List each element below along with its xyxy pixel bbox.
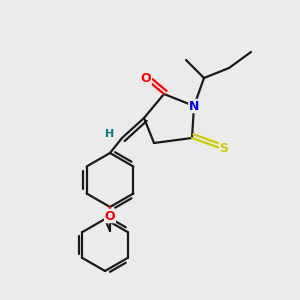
Text: N: N (189, 100, 199, 112)
Text: H: H (105, 129, 115, 139)
Text: S: S (220, 142, 229, 154)
Text: O: O (141, 73, 151, 85)
Text: O: O (105, 209, 115, 223)
